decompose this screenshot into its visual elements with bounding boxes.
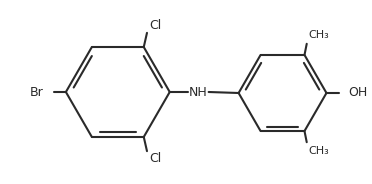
Text: NH: NH bbox=[188, 86, 207, 98]
Text: CH₃: CH₃ bbox=[308, 146, 329, 156]
Text: CH₃: CH₃ bbox=[308, 30, 329, 40]
Text: OH: OH bbox=[349, 86, 368, 100]
Text: Cl: Cl bbox=[149, 152, 161, 165]
Text: Cl: Cl bbox=[149, 19, 161, 32]
Text: Br: Br bbox=[30, 86, 44, 98]
